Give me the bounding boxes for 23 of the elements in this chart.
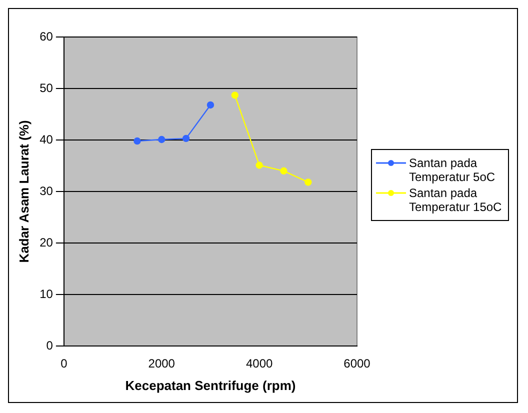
y-tick-label: 20 [40,235,54,250]
point [158,136,166,144]
point [134,137,141,145]
point [280,167,288,174]
point [256,162,263,169]
legend-label: Santan pada Temperatur 15oC [409,186,503,214]
y-axis-title: Kadar Asam Laurat (%) [16,120,32,263]
y-tick-label: 10 [40,286,54,301]
point [182,134,190,142]
y-tick-label: 40 [40,132,54,146]
x-tick-label: 4000 [246,356,273,371]
x-tick-label: 0 [60,356,68,371]
point [304,178,312,186]
y-tick-label: 0 [46,338,54,352]
y-tick-label: 60 [40,29,54,44]
legend-label: Santan pada Temperatur 5oC [409,156,496,184]
x-axis-title: Kecepatan Sentrifuge (rpm) [125,378,296,393]
point [231,92,238,99]
x-tick-label: 2000 [148,356,176,371]
point [206,101,214,109]
x-tick-label: 6000 [344,356,371,371]
y-tick-label: 50 [40,80,54,95]
y-tick-label: 30 [40,184,54,198]
